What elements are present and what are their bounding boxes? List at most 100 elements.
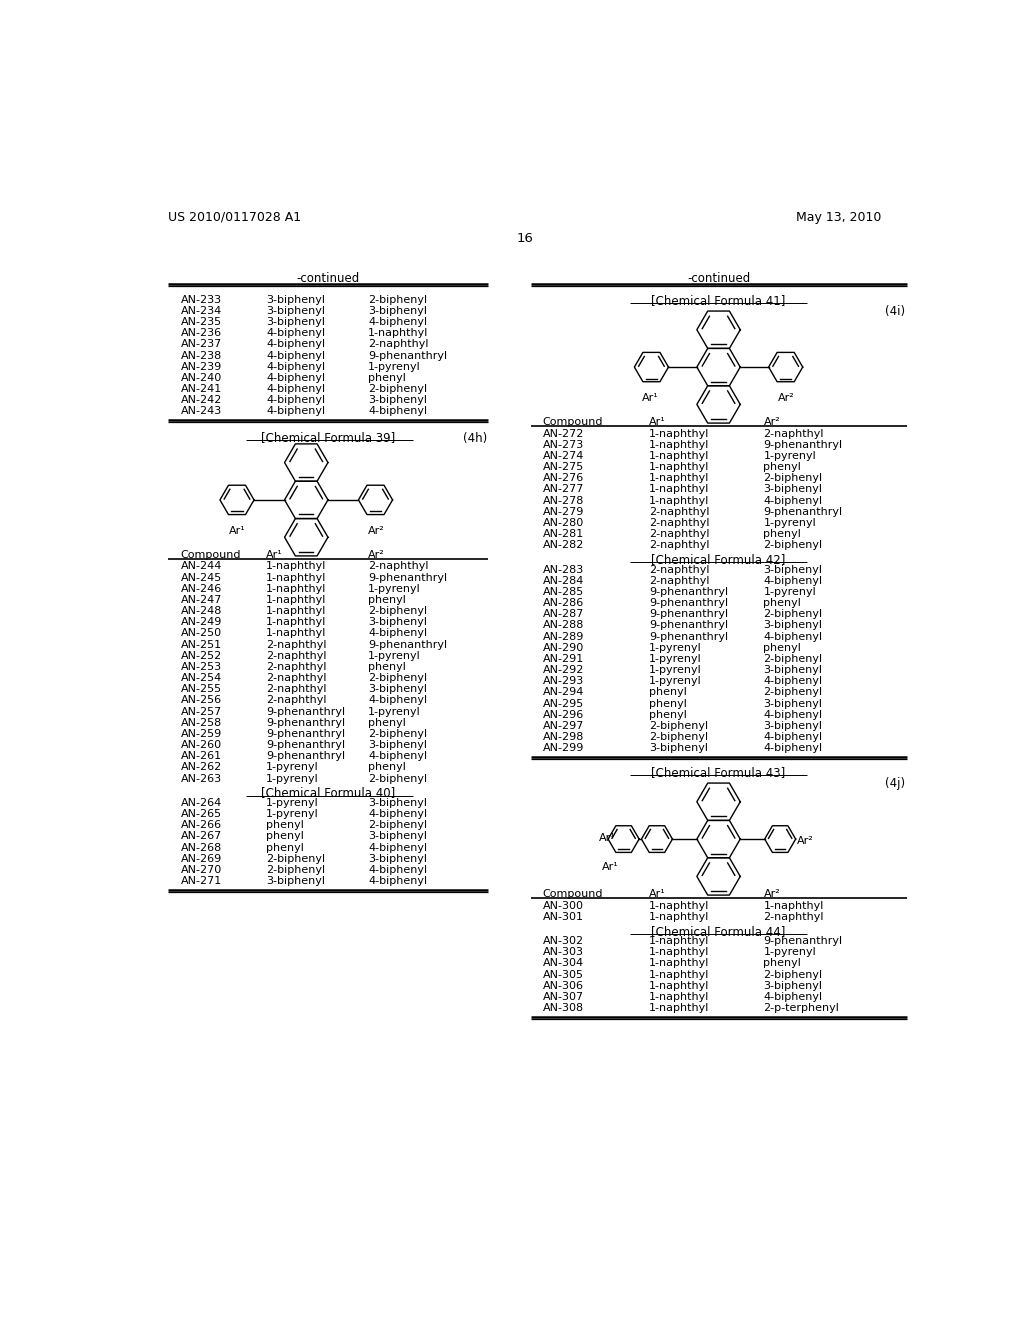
Text: 1-naphthyl: 1-naphthyl: [649, 936, 710, 946]
Text: AN-300: AN-300: [543, 900, 584, 911]
Text: 4-biphenyl: 4-biphenyl: [369, 628, 427, 639]
Text: 3-biphenyl: 3-biphenyl: [649, 743, 708, 754]
Text: 9-phenanthryl: 9-phenanthryl: [369, 640, 447, 649]
Text: AN-267: AN-267: [180, 832, 222, 841]
Text: 9-phenanthryl: 9-phenanthryl: [764, 936, 843, 946]
Text: 1-naphthyl: 1-naphthyl: [649, 440, 710, 450]
Text: AN-243: AN-243: [180, 407, 222, 416]
Text: (4h): (4h): [463, 432, 486, 445]
Text: 4-biphenyl: 4-biphenyl: [764, 743, 822, 754]
Text: 1-pyrenyl: 1-pyrenyl: [764, 517, 816, 528]
Text: 3-biphenyl: 3-biphenyl: [764, 698, 822, 709]
Text: 9-phenanthryl: 9-phenanthryl: [369, 573, 447, 582]
Text: 4-biphenyl: 4-biphenyl: [369, 696, 427, 705]
Text: 3-biphenyl: 3-biphenyl: [764, 565, 822, 574]
Text: AN-270: AN-270: [180, 865, 222, 875]
Text: 9-phenanthryl: 9-phenanthryl: [649, 631, 728, 642]
Text: AN-278: AN-278: [543, 496, 584, 506]
Text: 2-naphthyl: 2-naphthyl: [369, 561, 429, 572]
Text: 1-naphthyl: 1-naphthyl: [649, 991, 710, 1002]
Text: AN-246: AN-246: [180, 583, 222, 594]
Text: phenyl: phenyl: [764, 529, 802, 539]
Text: AN-240: AN-240: [180, 372, 222, 383]
Text: 3-biphenyl: 3-biphenyl: [764, 981, 822, 991]
Text: 1-naphthyl: 1-naphthyl: [649, 900, 710, 911]
Text: AN-276: AN-276: [543, 474, 584, 483]
Text: 1-pyrenyl: 1-pyrenyl: [764, 587, 816, 597]
Text: AN-250: AN-250: [180, 628, 222, 639]
Text: AN-275: AN-275: [543, 462, 584, 473]
Text: 3-biphenyl: 3-biphenyl: [764, 484, 822, 495]
Text: AN-279: AN-279: [543, 507, 584, 517]
Text: Ar²: Ar²: [369, 550, 385, 560]
Text: 1-naphthyl: 1-naphthyl: [649, 462, 710, 473]
Text: AN-306: AN-306: [543, 981, 584, 991]
Text: AN-308: AN-308: [543, 1003, 584, 1012]
Text: 3-biphenyl: 3-biphenyl: [266, 306, 325, 315]
Text: 2-naphthyl: 2-naphthyl: [764, 429, 824, 438]
Text: phenyl: phenyl: [369, 663, 407, 672]
Text: AN-271: AN-271: [180, 876, 222, 886]
Text: AN-290: AN-290: [543, 643, 584, 652]
Text: AN-260: AN-260: [180, 741, 222, 750]
Text: phenyl: phenyl: [764, 462, 802, 473]
Text: 9-phenanthryl: 9-phenanthryl: [266, 741, 345, 750]
Text: [Chemical Formula 44]: [Chemical Formula 44]: [651, 924, 785, 937]
Text: 3-biphenyl: 3-biphenyl: [369, 797, 427, 808]
Text: AN-294: AN-294: [543, 688, 584, 697]
Text: AN-305: AN-305: [543, 970, 584, 979]
Text: 16: 16: [516, 231, 534, 244]
Text: AN-244: AN-244: [180, 561, 222, 572]
Text: 4-biphenyl: 4-biphenyl: [764, 733, 822, 742]
Text: AN-295: AN-295: [543, 698, 584, 709]
Text: AN-254: AN-254: [180, 673, 222, 684]
Text: 4-biphenyl: 4-biphenyl: [266, 372, 325, 383]
Text: 2-biphenyl: 2-biphenyl: [369, 774, 427, 784]
Text: 2-biphenyl: 2-biphenyl: [764, 474, 822, 483]
Text: 4-biphenyl: 4-biphenyl: [369, 317, 427, 327]
Text: AN-245: AN-245: [180, 573, 222, 582]
Text: 3-biphenyl: 3-biphenyl: [369, 306, 427, 315]
Text: 4-biphenyl: 4-biphenyl: [764, 710, 822, 719]
Text: 2-naphthyl: 2-naphthyl: [649, 507, 710, 517]
Text: phenyl: phenyl: [764, 643, 802, 652]
Text: [Chemical Formula 43]: [Chemical Formula 43]: [651, 766, 785, 779]
Text: AN-303: AN-303: [543, 948, 584, 957]
Text: 9-phenanthryl: 9-phenanthryl: [266, 706, 345, 717]
Text: 1-pyrenyl: 1-pyrenyl: [369, 362, 421, 372]
Text: 2-naphthyl: 2-naphthyl: [266, 651, 327, 661]
Text: -continued: -continued: [296, 272, 359, 285]
Text: AN-307: AN-307: [543, 991, 584, 1002]
Text: AN-281: AN-281: [543, 529, 584, 539]
Text: 4-biphenyl: 4-biphenyl: [266, 362, 325, 372]
Text: [Chemical Formula 39]: [Chemical Formula 39]: [261, 430, 395, 444]
Text: 9-phenanthryl: 9-phenanthryl: [764, 507, 843, 517]
Text: Compound: Compound: [543, 890, 603, 899]
Text: phenyl: phenyl: [369, 372, 407, 383]
Text: phenyl: phenyl: [369, 718, 407, 727]
Text: 2-biphenyl: 2-biphenyl: [764, 688, 822, 697]
Text: [Chemical Formula 41]: [Chemical Formula 41]: [651, 294, 785, 308]
Text: 1-naphthyl: 1-naphthyl: [649, 981, 710, 991]
Text: 4-biphenyl: 4-biphenyl: [369, 865, 427, 875]
Text: 2-biphenyl: 2-biphenyl: [266, 865, 325, 875]
Text: 3-biphenyl: 3-biphenyl: [266, 876, 325, 886]
Text: Compound: Compound: [543, 417, 603, 428]
Text: AN-283: AN-283: [543, 565, 584, 574]
Text: 4-biphenyl: 4-biphenyl: [266, 384, 325, 393]
Text: US 2010/0117028 A1: US 2010/0117028 A1: [168, 211, 301, 224]
Text: (4j): (4j): [885, 777, 905, 791]
Text: 2-biphenyl: 2-biphenyl: [369, 673, 427, 684]
Text: 9-phenanthryl: 9-phenanthryl: [266, 751, 345, 762]
Text: AN-264: AN-264: [180, 797, 222, 808]
Text: 1-naphthyl: 1-naphthyl: [266, 583, 327, 594]
Text: May 13, 2010: May 13, 2010: [796, 211, 882, 224]
Text: 2-biphenyl: 2-biphenyl: [764, 610, 822, 619]
Text: Ar¹: Ar¹: [229, 527, 246, 536]
Text: 1-naphthyl: 1-naphthyl: [764, 900, 824, 911]
Text: 4-biphenyl: 4-biphenyl: [266, 351, 325, 360]
Text: 1-pyrenyl: 1-pyrenyl: [649, 676, 701, 686]
Text: 3-biphenyl: 3-biphenyl: [764, 721, 822, 731]
Text: 4-biphenyl: 4-biphenyl: [369, 751, 427, 762]
Text: phenyl: phenyl: [266, 842, 304, 853]
